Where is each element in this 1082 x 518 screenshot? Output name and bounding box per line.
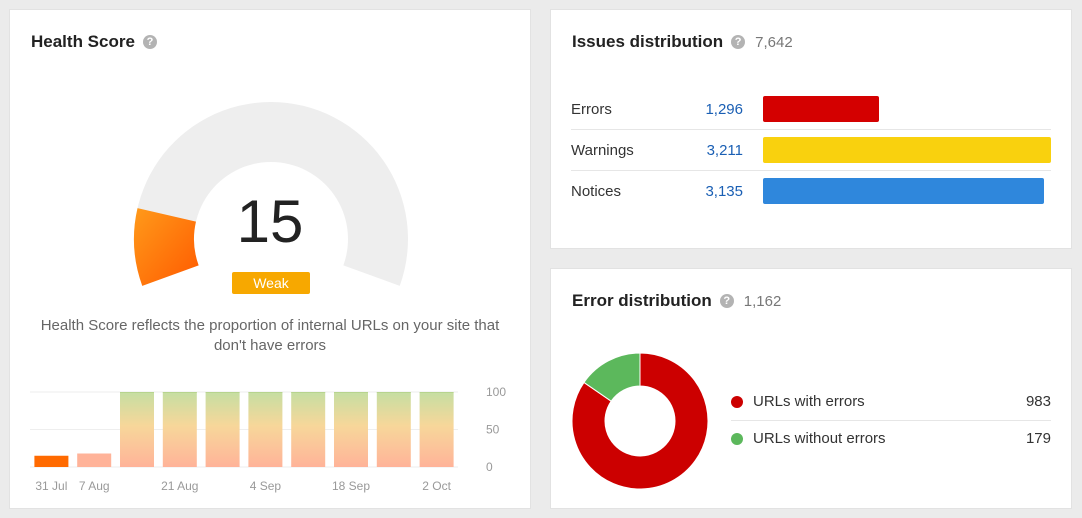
health-history-chart: 100 50 0 31 Jul 7 Aug 21 Aug 4 Sep 18 Sep 2 Oct xyxy=(30,385,506,493)
history-bar[interactable] xyxy=(291,392,326,467)
issue-bar-warnings[interactable] xyxy=(763,137,1051,163)
donut-slice[interactable] xyxy=(571,352,709,490)
x-tick-label: 21 Aug xyxy=(161,479,198,493)
error-distribution-card: Error distribution ? 1,162 URLs with err… xyxy=(551,269,1071,508)
history-bars xyxy=(34,392,454,468)
issue-bar-notices[interactable] xyxy=(763,178,1045,204)
issues-distribution-title-text: Issues distribution xyxy=(572,32,724,51)
error-distribution-donut[interactable] xyxy=(571,352,709,490)
y-tick-label: 100 xyxy=(486,385,506,399)
legend-item-with-errors[interactable]: URLs with errors 983 xyxy=(731,384,1051,421)
gauge-fill xyxy=(134,208,199,286)
issue-count-link[interactable]: 3,211 xyxy=(706,142,743,159)
issues-distribution-title: Issues distribution ? 7,642 xyxy=(572,32,793,52)
issues-total-count: 7,642 xyxy=(755,33,793,51)
issues-distribution-card: Issues distribution ? 7,642 Errors 1,296… xyxy=(551,10,1071,248)
divider xyxy=(571,129,1051,130)
health-score-gauge xyxy=(134,101,409,286)
history-bar[interactable] xyxy=(205,392,240,467)
health-score-description: Health Score reflects the proportion of … xyxy=(40,317,500,354)
issue-row-notices[interactable]: Notices 3,135 xyxy=(571,171,1051,212)
y-tick-label: 0 xyxy=(486,460,493,474)
legend-value: 983 xyxy=(1025,393,1051,410)
error-distribution-title-text: Error distribution xyxy=(572,291,712,310)
issue-label: Warnings xyxy=(571,142,634,159)
help-icon[interactable]: ? xyxy=(142,35,157,49)
history-bar[interactable] xyxy=(248,392,283,467)
history-y-tick-labels: 100 50 0 xyxy=(486,385,506,474)
legend-value: 179 xyxy=(1025,430,1051,447)
error-distribution-title: Error distribution ? 1,162 xyxy=(572,291,781,311)
issue-label: Notices xyxy=(571,183,622,200)
x-tick-label: 2 Oct xyxy=(422,479,451,493)
history-bar[interactable] xyxy=(162,392,197,467)
issue-row-warnings[interactable]: Warnings 3,211 xyxy=(571,130,1051,171)
legend-dot-icon xyxy=(731,433,743,445)
legend-label: URLs with errors xyxy=(753,393,865,410)
issue-bar-errors[interactable] xyxy=(763,96,880,122)
history-bar[interactable] xyxy=(34,455,69,467)
y-tick-label: 50 xyxy=(486,423,500,437)
help-icon[interactable]: ? xyxy=(731,35,746,49)
help-icon[interactable]: ? xyxy=(719,294,734,308)
history-x-tick-labels: 31 Jul 7 Aug 21 Aug 4 Sep 18 Sep 2 Oct xyxy=(35,479,451,493)
history-bar[interactable] xyxy=(376,392,411,467)
legend-item-without-errors[interactable]: URLs without errors 179 xyxy=(731,421,1051,458)
health-score-title: Health Score ? xyxy=(31,32,157,52)
x-tick-label: 31 Jul xyxy=(35,479,67,493)
issue-count-link[interactable]: 3,135 xyxy=(705,183,743,200)
legend-dot-icon xyxy=(731,396,743,408)
legend-label: URLs without errors xyxy=(753,430,886,447)
divider xyxy=(731,420,1051,421)
x-tick-label: 4 Sep xyxy=(250,479,282,493)
history-bar[interactable] xyxy=(77,453,112,468)
health-rating-badge: Weak xyxy=(232,272,310,294)
divider xyxy=(571,170,1051,171)
issue-label: Errors xyxy=(571,101,612,118)
health-score-title-text: Health Score xyxy=(31,32,135,51)
x-tick-label: 7 Aug xyxy=(79,479,110,493)
health-score-card: Health Score ? 15 Weak Health Score refl… xyxy=(10,10,530,508)
gauge-track xyxy=(134,101,409,286)
history-bar[interactable] xyxy=(120,392,154,467)
history-bar[interactable] xyxy=(334,392,368,467)
donut-slice[interactable] xyxy=(583,352,641,402)
issue-row-errors[interactable]: Errors 1,296 xyxy=(571,89,1051,130)
x-tick-label: 18 Sep xyxy=(332,479,370,493)
error-total-count: 1,162 xyxy=(743,292,782,310)
issue-count-link[interactable]: 1,296 xyxy=(705,101,743,118)
history-bar[interactable] xyxy=(419,392,454,467)
health-score-value: 15 xyxy=(236,188,304,255)
